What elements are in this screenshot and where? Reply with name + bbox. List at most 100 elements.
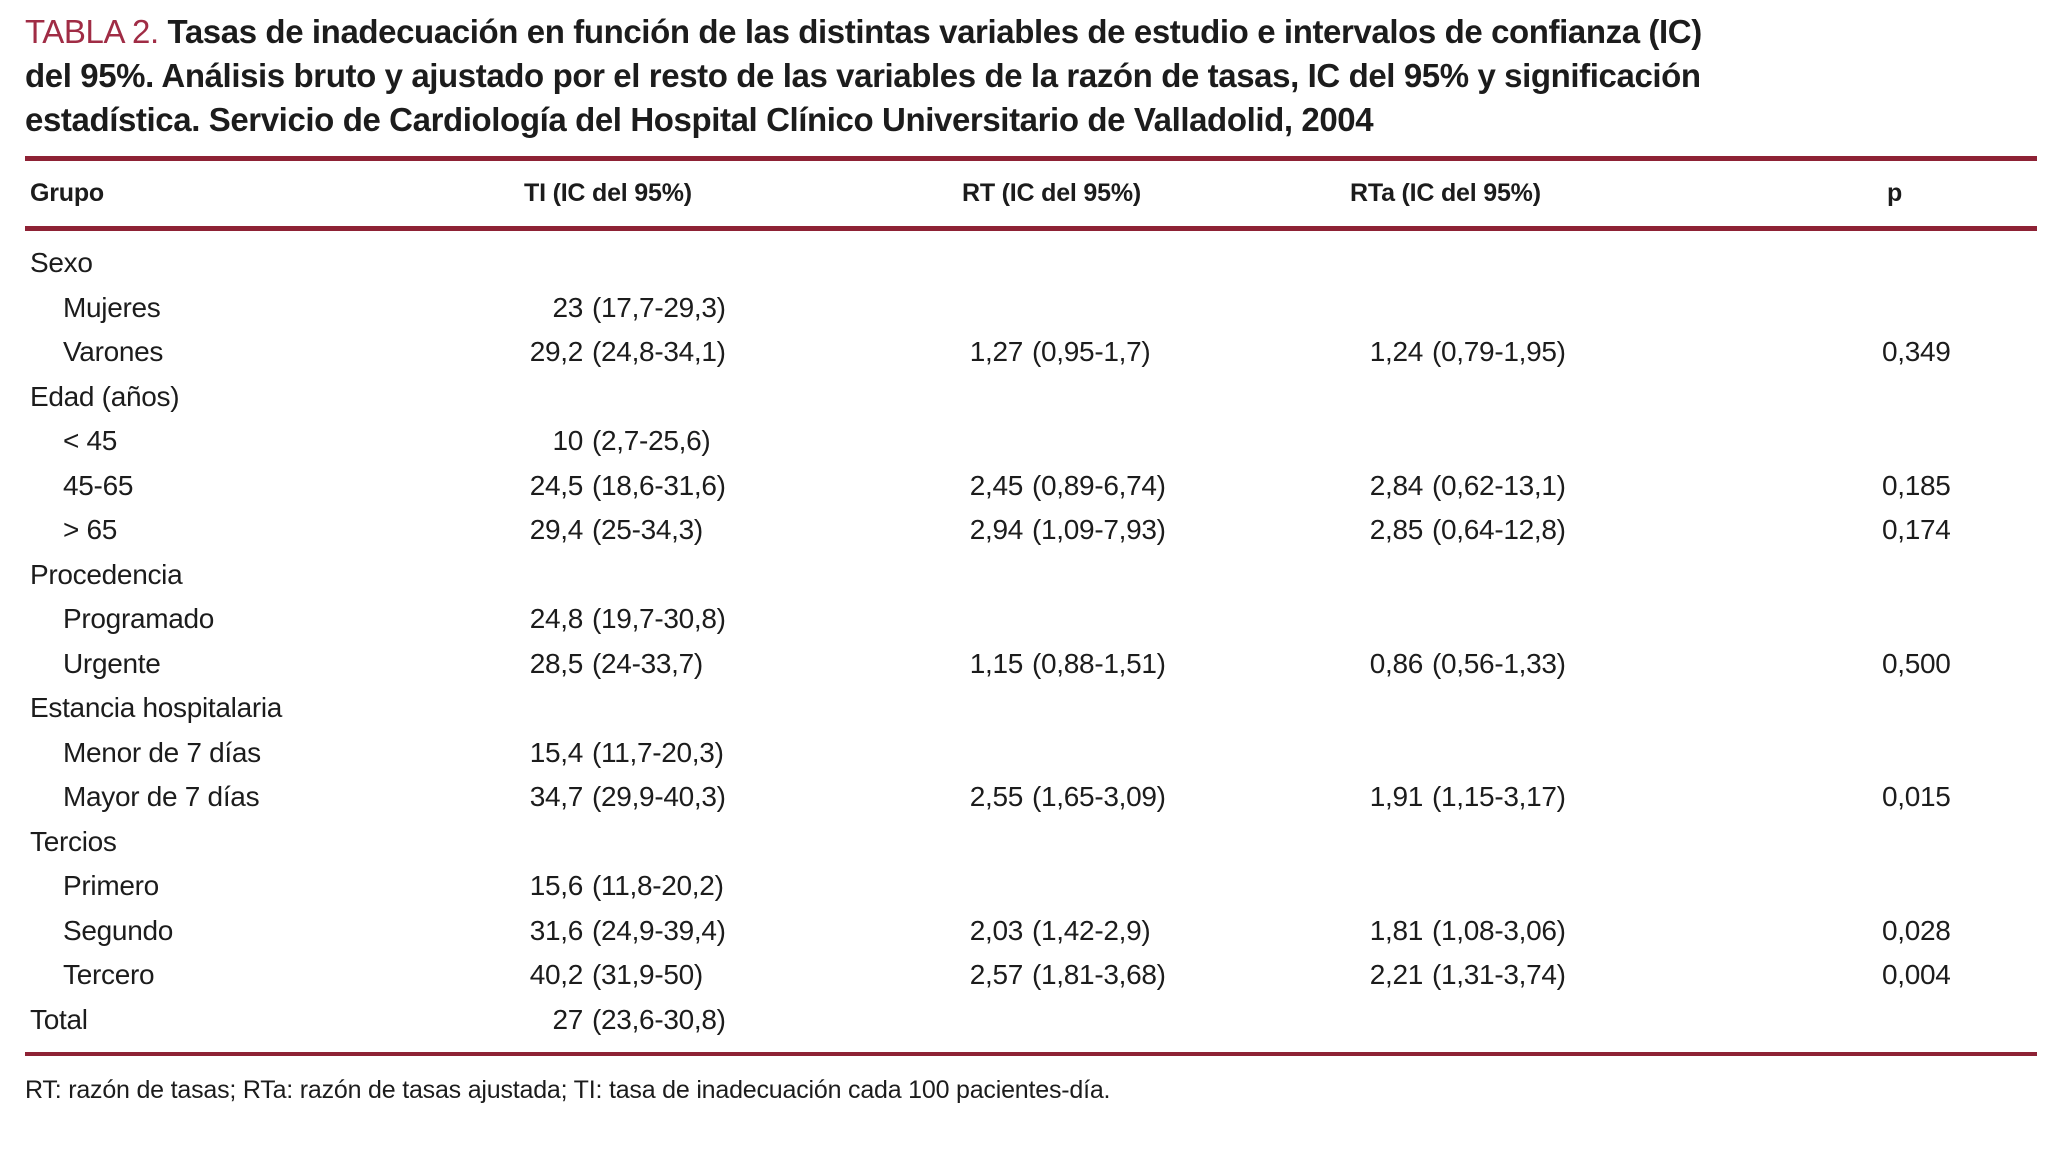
column-header-rta: RTa (IC del 95%) xyxy=(1350,179,1541,207)
ti-value: 15,4 xyxy=(529,736,584,768)
ti-cell: 31,6 (24,9-39,4) xyxy=(495,915,935,947)
rt-confidence-interval: (0,95-1,7) xyxy=(1032,336,1151,368)
rta-confidence-interval: (1,31-3,74) xyxy=(1432,959,1566,991)
row-label: Urgente xyxy=(63,647,161,679)
rta-confidence-interval: (0,64-12,8) xyxy=(1432,514,1566,546)
ti-confidence-interval: (24-33,7) xyxy=(592,647,703,679)
rt-value: 2,57 xyxy=(969,959,1024,991)
rt-cell: 1,27 (0,95-1,7) xyxy=(935,336,1335,368)
row-label-cell: Mayor de 7 días xyxy=(25,781,495,813)
ti-confidence-interval: (2,7-25,6) xyxy=(592,425,711,457)
p-cell xyxy=(1865,247,2037,279)
row-label-cell: Tercios xyxy=(25,826,495,858)
rt-cell: 2,57 (1,81-3,68) xyxy=(935,959,1335,991)
row-label: Estancia hospitalaria xyxy=(30,692,283,724)
p-cell: 0,015 xyxy=(1865,781,2037,813)
row-label-cell: Mujeres xyxy=(25,292,495,324)
row-label: Sexo xyxy=(30,247,93,279)
ti-cell: 29,4 (25-34,3) xyxy=(495,514,935,546)
title-line-1: Tasas de inadecuación en función de las … xyxy=(167,13,1703,50)
column-header-rt: RT (IC del 95%) xyxy=(962,179,1141,207)
header-rule xyxy=(25,226,2037,231)
ti-confidence-interval: (29,9-40,3) xyxy=(592,781,726,813)
p-cell xyxy=(1865,381,2037,413)
ti-cell: 34,7 (29,9-40,3) xyxy=(495,781,935,813)
row-label: Mayor de 7 días xyxy=(63,781,260,813)
row-label: Total xyxy=(30,1003,88,1035)
table-row: Mujeres 23 (17,7-29,3) xyxy=(25,286,2037,331)
p-value: 0,015 xyxy=(1882,781,1951,813)
row-label-cell: 45-65 xyxy=(25,470,495,502)
table-row: < 45 10 (2,7-25,6) xyxy=(25,419,2037,464)
rt-cell: 2,45 (0,89-6,74) xyxy=(935,470,1335,502)
ti-confidence-interval: (11,7-20,3) xyxy=(592,736,724,768)
p-value: 0,028 xyxy=(1882,914,1951,946)
rt-confidence-interval: (0,89-6,74) xyxy=(1032,469,1166,501)
ti-confidence-interval: (24,9-39,4) xyxy=(592,914,726,946)
ti-value: 34,7 xyxy=(529,781,584,813)
p-cell: 0,004 xyxy=(1865,959,2037,991)
ti-value: 15,6 xyxy=(529,870,584,902)
rta-cell: 2,84 (0,62-13,1) xyxy=(1335,470,1865,502)
table-row: Segundo 31,6 (24,9-39,4) 2,03 (1,42-2,9) 1… xyxy=(25,909,2037,954)
ti-value: 27 xyxy=(552,1003,583,1035)
ti-value: 23 xyxy=(552,291,583,323)
ti-value: 10 xyxy=(552,425,583,457)
table-row: Procedencia xyxy=(25,553,2037,598)
table-row: Urgente 28,5 (24-33,7) 1,15 (0,88-1,51) 0,… xyxy=(25,642,2037,687)
ti-cell: 15,6 (11,8-20,2) xyxy=(495,870,935,902)
rta-value: 1,91 xyxy=(1369,781,1424,813)
p-cell xyxy=(1865,826,2037,858)
table-row: Tercios xyxy=(25,820,2037,865)
rta-value: 1,24 xyxy=(1369,336,1424,368)
row-label: Varones xyxy=(63,336,164,368)
rt-cell: 2,94 (1,09-7,93) xyxy=(935,514,1335,546)
rt-confidence-interval: (1,09-7,93) xyxy=(1032,514,1166,546)
p-cell xyxy=(1865,603,2037,635)
ti-value: 31,6 xyxy=(529,914,584,946)
row-label-cell: Total xyxy=(25,1004,495,1036)
table-row: Mayor de 7 días 34,7 (29,9-40,3) 2,55 (1,6… xyxy=(25,775,2037,820)
ti-cell: 40,2 (31,9-50) xyxy=(495,959,935,991)
rt-value: 2,55 xyxy=(969,781,1024,813)
table-row: Primero 15,6 (11,8-20,2) xyxy=(25,864,2037,909)
table-row: > 65 29,4 (25-34,3) 2,94 (1,09-7,93) 2,85(… xyxy=(25,508,2037,553)
column-header-ti: TI (IC del 95%) xyxy=(524,179,692,207)
table-row: Sexo xyxy=(25,241,2037,286)
p-value: 0,174 xyxy=(1882,514,1951,546)
rta-cell: 1,81 (1,08-3,06) xyxy=(1335,915,1865,947)
ti-value: 29,2 xyxy=(529,336,584,368)
table-row: Estancia hospitalaria xyxy=(25,686,2037,731)
top-rule xyxy=(25,156,2037,161)
table-row: Tercero 40,2 (31,9-50) 2,57 (1,81-3,68) 2,… xyxy=(25,953,2037,998)
p-cell xyxy=(1865,1004,2037,1036)
ti-cell: 24,5 (18,6-31,6) xyxy=(495,470,935,502)
p-cell xyxy=(1865,559,2037,591)
row-label-cell: Edad (años) xyxy=(25,381,495,413)
ti-confidence-interval: (19,7-30,8) xyxy=(592,603,726,635)
rta-cell: 2,85 (0,64-12,8) xyxy=(1335,514,1865,546)
rta-confidence-interval: (0,79-1,95) xyxy=(1432,336,1566,368)
row-label-cell: > 65 xyxy=(25,514,495,546)
row-label-cell: Varones xyxy=(25,336,495,368)
table-row: Varones 29,2 (24,8-34,1) 1,27 (0,95-1,7) 1… xyxy=(25,330,2037,375)
rt-value: 1,15 xyxy=(969,647,1024,679)
row-label-cell: Sexo xyxy=(25,247,495,279)
row-label-cell: < 45 xyxy=(25,425,495,457)
ti-value: 24,8 xyxy=(529,603,584,635)
p-cell: 0,500 xyxy=(1865,648,2037,680)
row-label: Edad (años) xyxy=(30,380,180,412)
row-label: Procedencia xyxy=(30,558,183,590)
rt-cell: 2,55 (1,65-3,09) xyxy=(935,781,1335,813)
p-cell xyxy=(1865,692,2037,724)
title-line-3: estadística. Servicio de Cardiología del… xyxy=(25,101,1374,138)
p-cell: 0,349 xyxy=(1865,336,2037,368)
rta-value: 2,84 xyxy=(1369,469,1424,501)
row-label: Segundo xyxy=(63,914,174,946)
ti-confidence-interval: (23,6-30,8) xyxy=(592,1003,726,1035)
rta-cell: 0,86 (0,56-1,33) xyxy=(1335,648,1865,680)
table-footnote: RT: razón de tasas; RTa: razón de tasas … xyxy=(25,1076,1111,1104)
row-label: > 65 xyxy=(63,514,118,546)
table-row: Edad (años) xyxy=(25,375,2037,420)
ti-confidence-interval: (31,9-50) xyxy=(592,959,703,991)
